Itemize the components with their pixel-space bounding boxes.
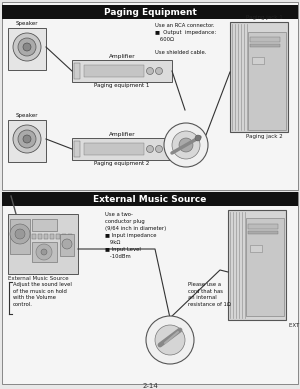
Bar — [44, 234, 48, 239]
Circle shape — [23, 135, 31, 143]
Bar — [32, 242, 57, 262]
Circle shape — [155, 68, 163, 75]
Text: Paging equipment 1: Paging equipment 1 — [94, 83, 150, 88]
Text: External Music Source: External Music Source — [8, 276, 69, 281]
Circle shape — [155, 145, 163, 152]
Bar — [250, 37, 280, 42]
Bar — [2, 192, 298, 206]
Text: Amplifier: Amplifier — [109, 54, 135, 59]
Bar — [2, 2, 298, 190]
Bar — [246, 218, 284, 316]
Bar — [32, 219, 57, 231]
Circle shape — [179, 138, 193, 152]
Text: Amplifier: Amplifier — [109, 132, 135, 137]
Circle shape — [172, 131, 200, 159]
Circle shape — [146, 316, 194, 364]
Circle shape — [36, 244, 52, 260]
Circle shape — [146, 68, 154, 75]
Text: Please use a
cord that has
an internal
resistance of 1Ω: Please use a cord that has an internal r… — [188, 282, 231, 307]
Bar — [252, 57, 264, 64]
Text: Use a two-
conductor plug
(9/64 inch in diameter)
■ Input impedance
   9kΩ
■ Inp: Use a two- conductor plug (9/64 inch in … — [105, 212, 166, 259]
Bar — [248, 231, 278, 234]
Bar — [68, 234, 72, 239]
Bar — [2, 192, 298, 384]
Text: Speaker: Speaker — [16, 113, 38, 118]
Bar — [250, 44, 280, 47]
Circle shape — [18, 130, 36, 148]
Text: EXT MUSIC Jack: EXT MUSIC Jack — [289, 323, 300, 328]
Bar — [84, 65, 144, 77]
Bar — [50, 234, 54, 239]
Bar — [248, 32, 286, 130]
Circle shape — [155, 325, 185, 355]
Bar — [8, 120, 46, 162]
Circle shape — [146, 145, 154, 152]
Text: Adjust the sound level
of the music on hold
with the Volume
control.: Adjust the sound level of the music on h… — [13, 282, 72, 307]
Bar — [84, 143, 144, 155]
Circle shape — [62, 239, 72, 249]
Circle shape — [23, 43, 31, 51]
Bar — [56, 234, 60, 239]
Bar — [32, 234, 36, 239]
Bar — [72, 60, 172, 82]
Text: Paging Equipment: Paging Equipment — [103, 7, 196, 16]
Text: Paging jack 2: Paging jack 2 — [246, 134, 283, 139]
Circle shape — [10, 224, 30, 244]
Circle shape — [18, 38, 36, 56]
Circle shape — [13, 125, 41, 153]
Circle shape — [195, 135, 201, 141]
Bar — [62, 234, 66, 239]
Text: Use shielded cable.: Use shielded cable. — [155, 50, 206, 55]
Bar — [8, 28, 46, 70]
Bar — [72, 138, 172, 160]
Circle shape — [15, 229, 25, 239]
Text: Paging jack 1: Paging jack 1 — [246, 15, 283, 20]
Text: Paging equipment 2: Paging equipment 2 — [94, 161, 150, 166]
Circle shape — [164, 123, 208, 167]
Bar — [38, 234, 42, 239]
Text: Speaker: Speaker — [16, 21, 38, 26]
Bar — [10, 219, 30, 254]
Bar — [74, 63, 80, 79]
Text: 2-14: 2-14 — [142, 383, 158, 389]
Bar — [248, 224, 278, 229]
Bar — [230, 22, 288, 132]
Text: Use an RCA connector.
■  Output  impedance:
   600Ω: Use an RCA connector. ■ Output impedance… — [155, 23, 216, 42]
Circle shape — [41, 249, 47, 255]
Bar — [250, 245, 262, 252]
Bar — [74, 141, 80, 157]
Circle shape — [13, 33, 41, 61]
Bar — [60, 234, 74, 256]
Bar — [228, 210, 286, 320]
Text: External Music Source: External Music Source — [93, 194, 207, 203]
Bar — [2, 5, 298, 19]
Bar — [8, 214, 78, 274]
